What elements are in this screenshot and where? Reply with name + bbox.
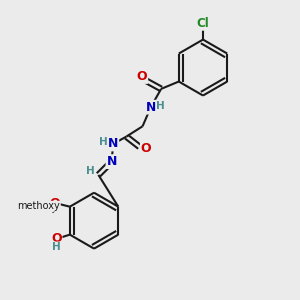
- Text: H: H: [52, 242, 61, 252]
- Text: methoxy: methoxy: [17, 201, 60, 211]
- Text: N: N: [108, 137, 118, 151]
- Text: H: H: [99, 137, 108, 147]
- Text: O: O: [141, 142, 152, 155]
- Text: O: O: [137, 70, 147, 83]
- Text: methoxy: methoxy: [19, 204, 59, 213]
- Text: H: H: [156, 101, 165, 111]
- Text: N: N: [106, 155, 117, 168]
- Text: H: H: [86, 166, 94, 176]
- Text: N: N: [146, 101, 156, 114]
- Text: O: O: [51, 232, 62, 245]
- Text: methoxy: methoxy: [52, 203, 58, 204]
- Text: O: O: [49, 196, 59, 210]
- Text: Cl: Cl: [196, 17, 209, 30]
